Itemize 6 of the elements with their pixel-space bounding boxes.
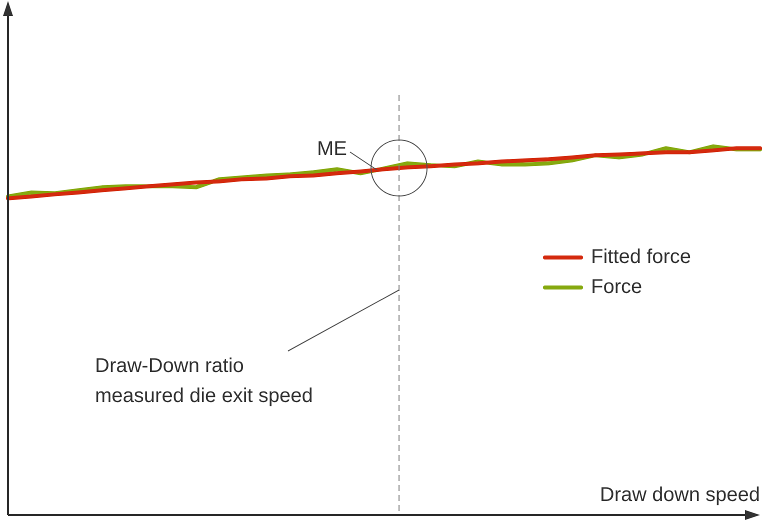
legend-label: Force <box>591 276 642 298</box>
annotation: ME <box>317 138 347 160</box>
x-axis-title: Draw down speed <box>600 484 760 506</box>
callout-label: Draw-Down ratio measured die exit speed <box>95 290 400 407</box>
annotation: Draw-Down ratio measured die exit speed <box>95 355 313 407</box>
legend-label: Fitted force <box>591 246 692 268</box>
